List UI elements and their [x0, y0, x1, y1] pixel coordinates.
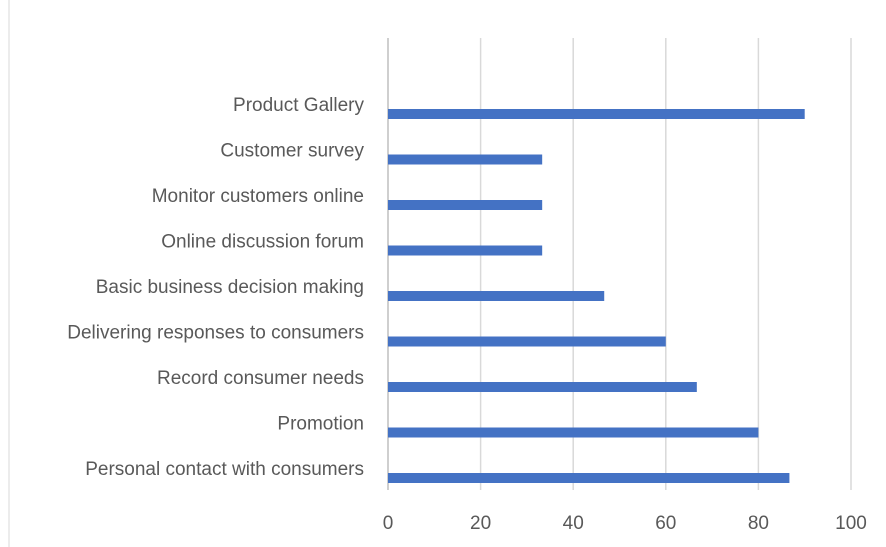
bars [388, 109, 805, 483]
x-tick-label-40: 40 [563, 513, 584, 534]
category-label-6: Record consumer needs [157, 368, 364, 389]
category-label-8: Personal contact with consumers [85, 459, 364, 480]
category-label-5: Delivering responses to consumers [67, 323, 364, 344]
bar-7 [388, 427, 759, 438]
category-label-0: Product Gallery [233, 95, 364, 116]
x-tick-label-0: 0 [383, 513, 394, 534]
bar-2 [388, 200, 543, 210]
x-tick-label-60: 60 [655, 513, 676, 534]
category-label-4: Basic business decision making [96, 277, 364, 298]
x-tick-label-80: 80 [748, 513, 769, 534]
bar-6 [388, 382, 697, 392]
x-tick-label-100: 100 [835, 513, 867, 534]
x-tick-label-20: 20 [470, 513, 491, 534]
category-label-1: Customer survey [220, 141, 364, 162]
gridlines [387, 38, 852, 490]
category-label-2: Monitor customers online [152, 186, 364, 207]
x-axis-tick-labels: 0 20 40 60 80 100 [383, 513, 867, 534]
category-label-7: Promotion [277, 414, 364, 435]
category-labels: Product Gallery Customer survey Monitor cu… [67, 95, 364, 480]
bar-0 [388, 109, 805, 119]
bar-4 [388, 291, 605, 301]
bar-3 [388, 245, 543, 256]
category-label-3: Online discussion forum [161, 232, 364, 253]
bar-8 [388, 473, 790, 483]
bar-5 [388, 336, 666, 347]
bar-1 [388, 154, 543, 165]
